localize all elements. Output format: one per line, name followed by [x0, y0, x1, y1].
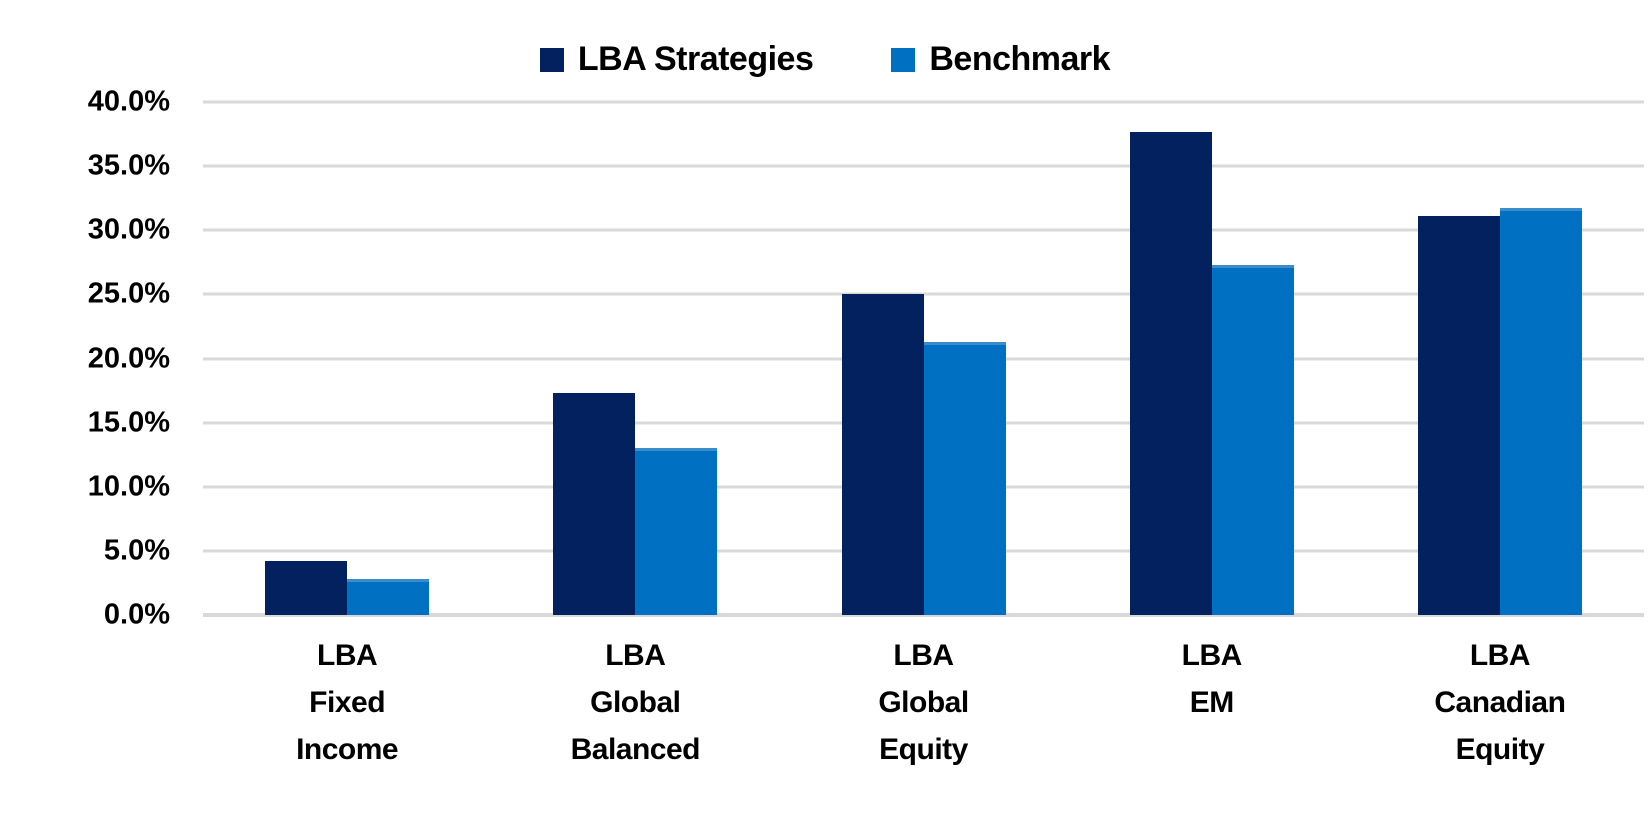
- y-tick-label: 10.0%: [87, 470, 170, 503]
- x-label-lba-global-equity: LBA Global Equity: [779, 632, 1067, 773]
- x-label-line: Income: [296, 733, 399, 766]
- x-label-line: Balanced: [570, 733, 701, 766]
- bar-benchmark: [1211, 264, 1294, 615]
- bar-group-lba-canadian-equity: [1356, 102, 1644, 615]
- legend-item-benchmark: Benchmark: [891, 40, 1111, 79]
- x-label-line: LBA: [1181, 639, 1243, 672]
- bar-lba-strategies: [1417, 216, 1500, 615]
- x-axis: LBA Fixed Income LBA Global Balanced LBA Global…: [203, 632, 1644, 773]
- x-label-line: LBA: [1469, 639, 1531, 672]
- x-label-line: Fixed: [309, 686, 386, 719]
- legend-label-benchmark: Benchmark: [929, 40, 1111, 78]
- x-label-line: EM: [1189, 686, 1235, 719]
- x-label-lba-em: LBA EM: [1068, 632, 1356, 773]
- y-tick-label: 25.0%: [87, 277, 170, 310]
- bars-layer: [203, 102, 1644, 615]
- bar-lba-strategies: [841, 294, 924, 615]
- gridline-35.0%: [203, 164, 1644, 168]
- bar-lba-strategies: [1129, 131, 1212, 615]
- y-axis: 40.0% 35.0% 30.0% 25.0% 20.0% 15.0% 10.0% 5.0% 0…: [0, 86, 170, 631]
- x-label-line: Global: [878, 686, 969, 719]
- bar-group-lba-fixed-income: [203, 102, 491, 615]
- x-label-line: Canadian: [1434, 686, 1566, 719]
- y-tick-label: 15.0%: [87, 406, 170, 439]
- bar-benchmark: [1499, 208, 1582, 615]
- bar-group-lba-global-equity: [779, 102, 1067, 615]
- x-label-lba-fixed-income: LBA Fixed Income: [203, 632, 491, 773]
- x-label-lba-global-balanced: LBA Global Balanced: [491, 632, 779, 773]
- plot-area: [203, 100, 1644, 617]
- y-tick-label: 30.0%: [87, 213, 170, 246]
- y-tick-label: 40.0%: [87, 85, 170, 118]
- y-tick-label: 0.0%: [103, 598, 170, 631]
- y-tick-label: 20.0%: [87, 342, 170, 374]
- y-tick-label: 35.0%: [87, 149, 170, 182]
- legend-label-lba-strategies: LBA Strategies: [577, 40, 814, 78]
- x-label-line: LBA: [605, 639, 666, 672]
- gridline-30.0%: [203, 228, 1644, 232]
- bar-lba-strategies: [553, 393, 636, 615]
- x-label-line: Equity: [1455, 733, 1545, 766]
- legend-swatch-benchmark-icon: [891, 47, 916, 72]
- bar-lba-strategies: [265, 561, 348, 615]
- chart-legend: LBA Strategies Benchmark: [0, 40, 1650, 79]
- bar-benchmark: [347, 579, 430, 615]
- bar-benchmark: [923, 341, 1006, 615]
- bar-group-lba-global-balanced: [491, 102, 779, 615]
- bar-group-lba-em: [1068, 102, 1356, 615]
- bar-benchmark: [635, 448, 718, 615]
- gridline-25.0%: [203, 292, 1644, 296]
- x-label-line: Equity: [879, 733, 968, 766]
- y-tick-label: 5.0%: [103, 534, 170, 567]
- gridline-40.0%: [203, 100, 1644, 104]
- x-label-line: LBA: [317, 639, 378, 672]
- x-label-lba-canadian-equity: LBA Canadian Equity: [1356, 632, 1644, 773]
- legend-item-lba-strategies: LBA Strategies: [539, 40, 814, 79]
- x-label-line: LBA: [893, 639, 954, 672]
- x-label-line: Global: [590, 686, 681, 719]
- gridline-0.0%: [203, 613, 1644, 617]
- legend-swatch-lba-strategies-icon: [539, 47, 564, 72]
